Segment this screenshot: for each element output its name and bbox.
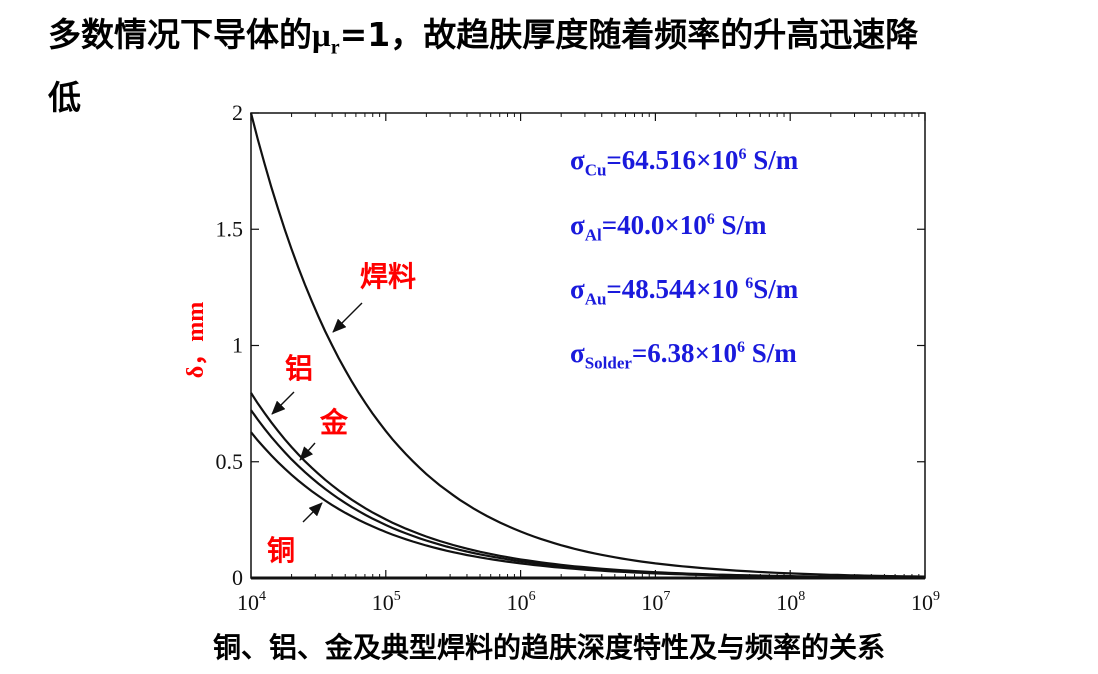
curve-aluminum: [250, 392, 925, 579]
x-tick-label: 107: [641, 589, 670, 615]
mu-symbol: μr: [312, 18, 340, 59]
aluminum-arrow-icon: [271, 391, 295, 415]
gold-arrow-icon: [299, 442, 316, 461]
label-gold: 金: [319, 406, 349, 439]
slide-title: 多数情况下导体的μr=1，故趋肤厚度随着频率的升高迅速降 低: [48, 10, 1088, 123]
x-tick-label: 108: [776, 589, 805, 615]
conductivity-au: σAu=48.544×10 6S/m: [570, 274, 799, 309]
curve-solder: [249, 112, 926, 578]
conductivity-solder: σSolder=6.38×106 S/m: [570, 338, 797, 373]
copper-arrow-icon: [302, 502, 323, 523]
y-axis-label: δ，mm: [183, 302, 209, 378]
conductivity-al: σAl=40.0×106 S/m: [570, 210, 767, 245]
figure-caption: 铜、铝、金及典型焊料的趋肤深度特性及与频率的关系: [212, 631, 885, 664]
x-tick-label: 109: [911, 589, 940, 615]
x-tick-label: 104: [237, 589, 266, 615]
title-text-rest: =1，故趋肤厚度随着频率的升高迅速降: [339, 15, 919, 54]
title-text: 多数情况下导体的: [48, 15, 312, 54]
x-tick-label: 105: [372, 589, 401, 615]
x-tick-label: 106: [507, 589, 536, 615]
conductivity-cu: σCu=64.516×106 S/m: [570, 145, 799, 180]
curve-copper: [250, 431, 925, 579]
label-solder: 焊料: [360, 260, 416, 293]
y-tick-label: 0: [232, 565, 243, 590]
solder-arrow-icon: [332, 302, 363, 333]
y-tick-label: 2: [232, 100, 243, 125]
y-tick-label: 1.5: [216, 216, 244, 241]
label-aluminum: 铝: [285, 352, 313, 385]
title-line2: 低: [48, 77, 81, 117]
label-copper: 铜: [267, 534, 295, 567]
y-tick-label: 0.5: [216, 449, 244, 474]
y-tick-label: 1: [232, 333, 243, 358]
